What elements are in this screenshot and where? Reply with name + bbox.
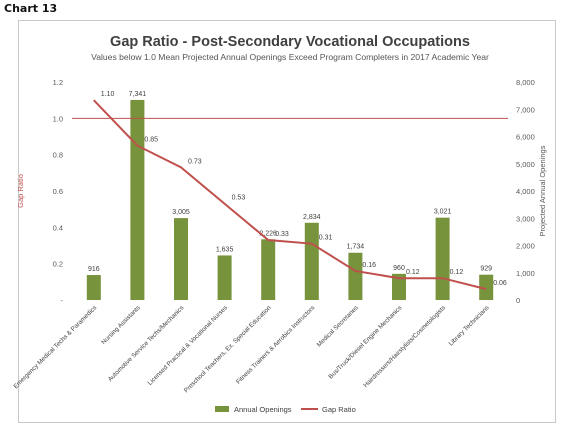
x-category-label: Preschool Teachers, Ex. Special Educatio…	[183, 304, 273, 394]
bar-value-label: 2,226	[259, 230, 277, 237]
chart-title: Gap Ratio - Post-Secondary Vocational Oc…	[110, 34, 470, 50]
bar-annual-openings	[479, 274, 494, 300]
x-category-label: Licensed Practical & Vocational Nurses	[147, 304, 229, 386]
legend-swatch-annual-openings	[215, 406, 229, 412]
chart-frame	[18, 20, 556, 423]
x-category-label: Nursing Assistants	[100, 304, 142, 346]
right-tick-label: 5,000	[516, 160, 535, 169]
bar-value-label: 7,341	[129, 91, 147, 98]
x-category-label: Bus/Truck/Diesel Engine Mechanics	[327, 304, 403, 380]
chart-number-label: Chart 13	[4, 2, 58, 15]
gap-ratio-value-label: 0.12	[406, 269, 420, 276]
right-tick-label: 0	[516, 296, 520, 305]
bar-value-label: 929	[480, 266, 492, 273]
bar-value-label: 916	[88, 266, 100, 273]
chart-legend: Annual Openings Gap Ratio	[215, 405, 356, 414]
bar-annual-openings	[304, 222, 319, 300]
gap-ratio-value-label: 0.12	[450, 269, 464, 276]
right-tick-label: 1,000	[516, 269, 535, 278]
right-tick-label: 6,000	[516, 133, 535, 142]
bar-annual-openings	[392, 273, 406, 300]
gap-ratio-line	[93, 99, 487, 291]
left-axis-title: Gap Ratio	[16, 174, 25, 208]
bar-value-label: 960	[393, 265, 405, 272]
bar-value-label: 1,635	[216, 246, 234, 253]
left-tick-label: 0.6	[53, 187, 63, 196]
bar-annual-openings	[130, 99, 145, 300]
bar-annual-openings	[348, 252, 363, 300]
left-tick-label: 0.4	[53, 223, 63, 232]
x-category-label: Emergency Medical Techs & Paramedics	[12, 304, 98, 390]
x-category-label: Library Technicians	[448, 304, 491, 347]
left-tick-label: 1.2	[53, 78, 63, 87]
bar-annual-openings	[86, 275, 101, 300]
left-tick-label: -	[61, 296, 64, 305]
right-tick-label: 2,000	[516, 242, 535, 251]
bar-value-label: 1,734	[347, 244, 365, 251]
right-tick-label: 7,000	[516, 105, 535, 114]
left-tick-label: 0.2	[53, 260, 63, 269]
left-tick-label: 1.0	[53, 114, 63, 123]
bar-annual-openings	[261, 239, 276, 300]
chart-subtitle: Values below 1.0 Mean Projected Annual O…	[91, 52, 489, 62]
x-category-label: Hairdressers/Hairstylists/Cosmetologists	[362, 304, 447, 389]
right-axis-title: Projected Annual Openings	[538, 145, 547, 236]
x-category-label: Fitness Trainers & Aerobics Instructors	[235, 304, 316, 385]
bar-annual-openings	[217, 255, 232, 300]
bar-annual-openings	[435, 217, 450, 300]
bar-annual-openings	[174, 218, 188, 300]
bar-value-label: 3,021	[434, 209, 452, 216]
legend-label-annual-openings: Annual Openings	[234, 405, 292, 414]
x-category-label: Medical Secretaries	[316, 304, 360, 348]
gap-ratio-value-label: 0.33	[275, 231, 289, 238]
gap-ratio-value-label: 0.31	[319, 235, 333, 242]
legend-label-gap-ratio: Gap Ratio	[322, 405, 356, 414]
gap-ratio-value-label: 0.16	[362, 262, 376, 269]
x-category-label: Automotive Service Techs/Mechanics	[107, 304, 186, 383]
gap-ratio-value-label: 0.53	[232, 195, 246, 202]
right-tick-label: 8,000	[516, 78, 535, 87]
bar-value-label: 2,834	[303, 214, 321, 221]
gap-ratio-value-label: 0.73	[188, 158, 202, 165]
gap-ratio-value-label: 0.06	[493, 280, 507, 287]
left-tick-label: 0.8	[53, 151, 63, 160]
right-tick-label: 3,000	[516, 214, 535, 223]
gap-ratio-value-label: 0.85	[144, 137, 158, 144]
gap-ratio-value-label: 1.10	[101, 91, 115, 98]
bar-value-label: 3,005	[172, 209, 190, 216]
right-tick-label: 4,000	[516, 187, 535, 196]
